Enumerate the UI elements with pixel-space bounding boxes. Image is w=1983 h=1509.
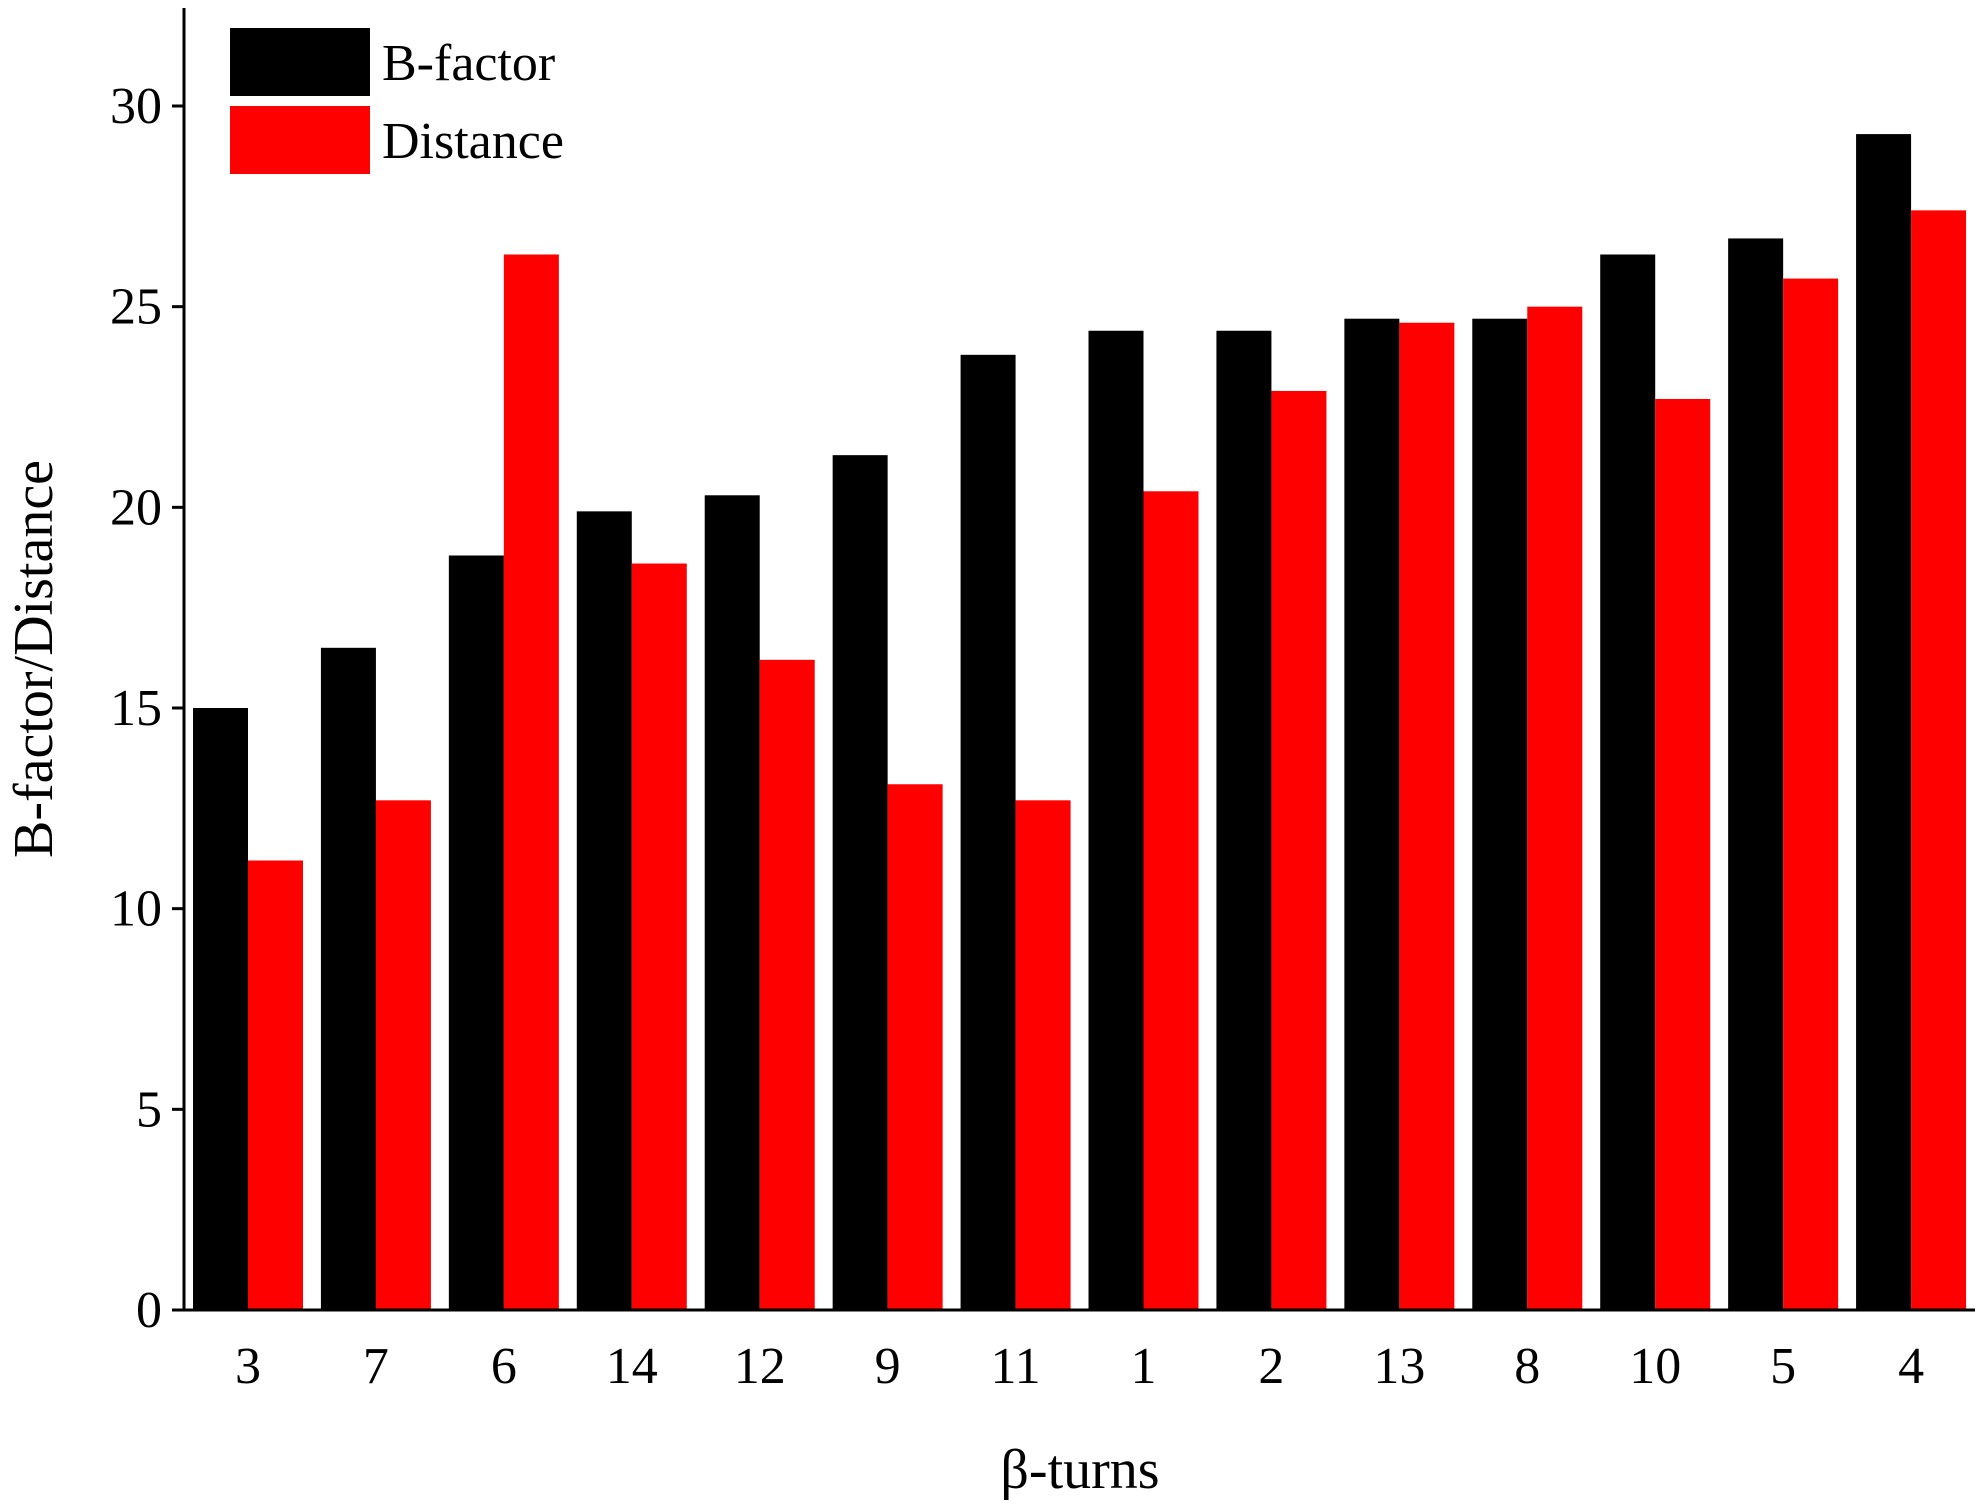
- bar-distance-13: [1399, 322, 1455, 1311]
- bar-b-factor-11: [960, 354, 1016, 1310]
- bar-b-factor-13: [1344, 318, 1400, 1310]
- axes-group: [182, 8, 1975, 1312]
- bar-b-factor-7: [320, 647, 376, 1310]
- x-tick-label: 13: [1373, 1338, 1425, 1395]
- y-tick-label: 15: [110, 680, 162, 737]
- bar-b-factor-6: [448, 555, 504, 1310]
- bar-distance-6: [503, 254, 559, 1311]
- y-ticks-group: 0 5 10 15 20 25 30: [110, 78, 184, 1339]
- x-tick-label: 11: [991, 1338, 1041, 1395]
- x-tick-label: 9: [875, 1338, 901, 1395]
- bar-distance-10: [1655, 398, 1711, 1310]
- bar-b-factor-12: [704, 495, 760, 1310]
- bar-distance-11: [1015, 800, 1071, 1310]
- bar-b-factor-3: [193, 708, 248, 1310]
- bars-group: [193, 134, 1967, 1311]
- y-tick-label: 20: [110, 479, 162, 536]
- y-axis-title: B-factor/Distance: [3, 460, 65, 858]
- bar-distance-12: [759, 659, 815, 1310]
- bar-b-factor-2: [1216, 330, 1272, 1310]
- bar-b-factor-10: [1600, 254, 1656, 1311]
- bar-distance-7: [375, 800, 431, 1310]
- x-tick-label: 12: [734, 1338, 786, 1395]
- y-tick-label: 30: [110, 78, 162, 135]
- x-tick-label: 14: [606, 1338, 658, 1395]
- bar-distance-3: [248, 860, 303, 1310]
- x-tick-label: 7: [363, 1338, 389, 1395]
- x-tick-label: 1: [1131, 1338, 1157, 1395]
- bar-distance-2: [1271, 390, 1327, 1310]
- bar-distance-8: [1527, 306, 1583, 1311]
- x-tick-label: 4: [1898, 1338, 1924, 1395]
- bar-distance-1: [1143, 491, 1199, 1310]
- x-tick-label: 10: [1629, 1338, 1681, 1395]
- legend-swatch-distance: [230, 106, 370, 174]
- bar-b-factor-5: [1728, 238, 1784, 1311]
- legend-swatch-b-factor: [230, 28, 370, 96]
- bar-distance-9: [887, 784, 943, 1310]
- y-tick-label: 5: [136, 1081, 162, 1138]
- legend-label-b-factor: B-factor: [382, 35, 555, 92]
- bar-b-factor-1: [1088, 330, 1144, 1310]
- bar-distance-4: [1911, 210, 1967, 1310]
- bar-b-factor-4: [1856, 134, 1912, 1310]
- bar-b-factor-8: [1472, 318, 1528, 1310]
- bar-distance-5: [1783, 278, 1839, 1310]
- bar-b-factor-14: [576, 511, 632, 1310]
- x-tick-label: 2: [1258, 1338, 1284, 1395]
- x-axis-title: β-turns: [1000, 1439, 1159, 1501]
- legend-label-distance: Distance: [382, 113, 564, 170]
- x-tick-label: 6: [491, 1338, 517, 1395]
- x-tick-label: 8: [1514, 1338, 1540, 1395]
- bar-distance-14: [631, 563, 687, 1310]
- y-tick-label: 10: [110, 881, 162, 938]
- legend: B-factor Distance: [230, 28, 564, 174]
- y-tick-label: 25: [110, 279, 162, 336]
- bar-b-factor-9: [832, 455, 888, 1310]
- x-ticks-group: 3 7 6 14 12 9 11 1 2 13 8 10 5 4: [235, 1338, 1924, 1395]
- x-tick-label: 3: [235, 1338, 261, 1395]
- y-tick-label: 0: [136, 1282, 162, 1339]
- x-tick-label: 5: [1770, 1338, 1796, 1395]
